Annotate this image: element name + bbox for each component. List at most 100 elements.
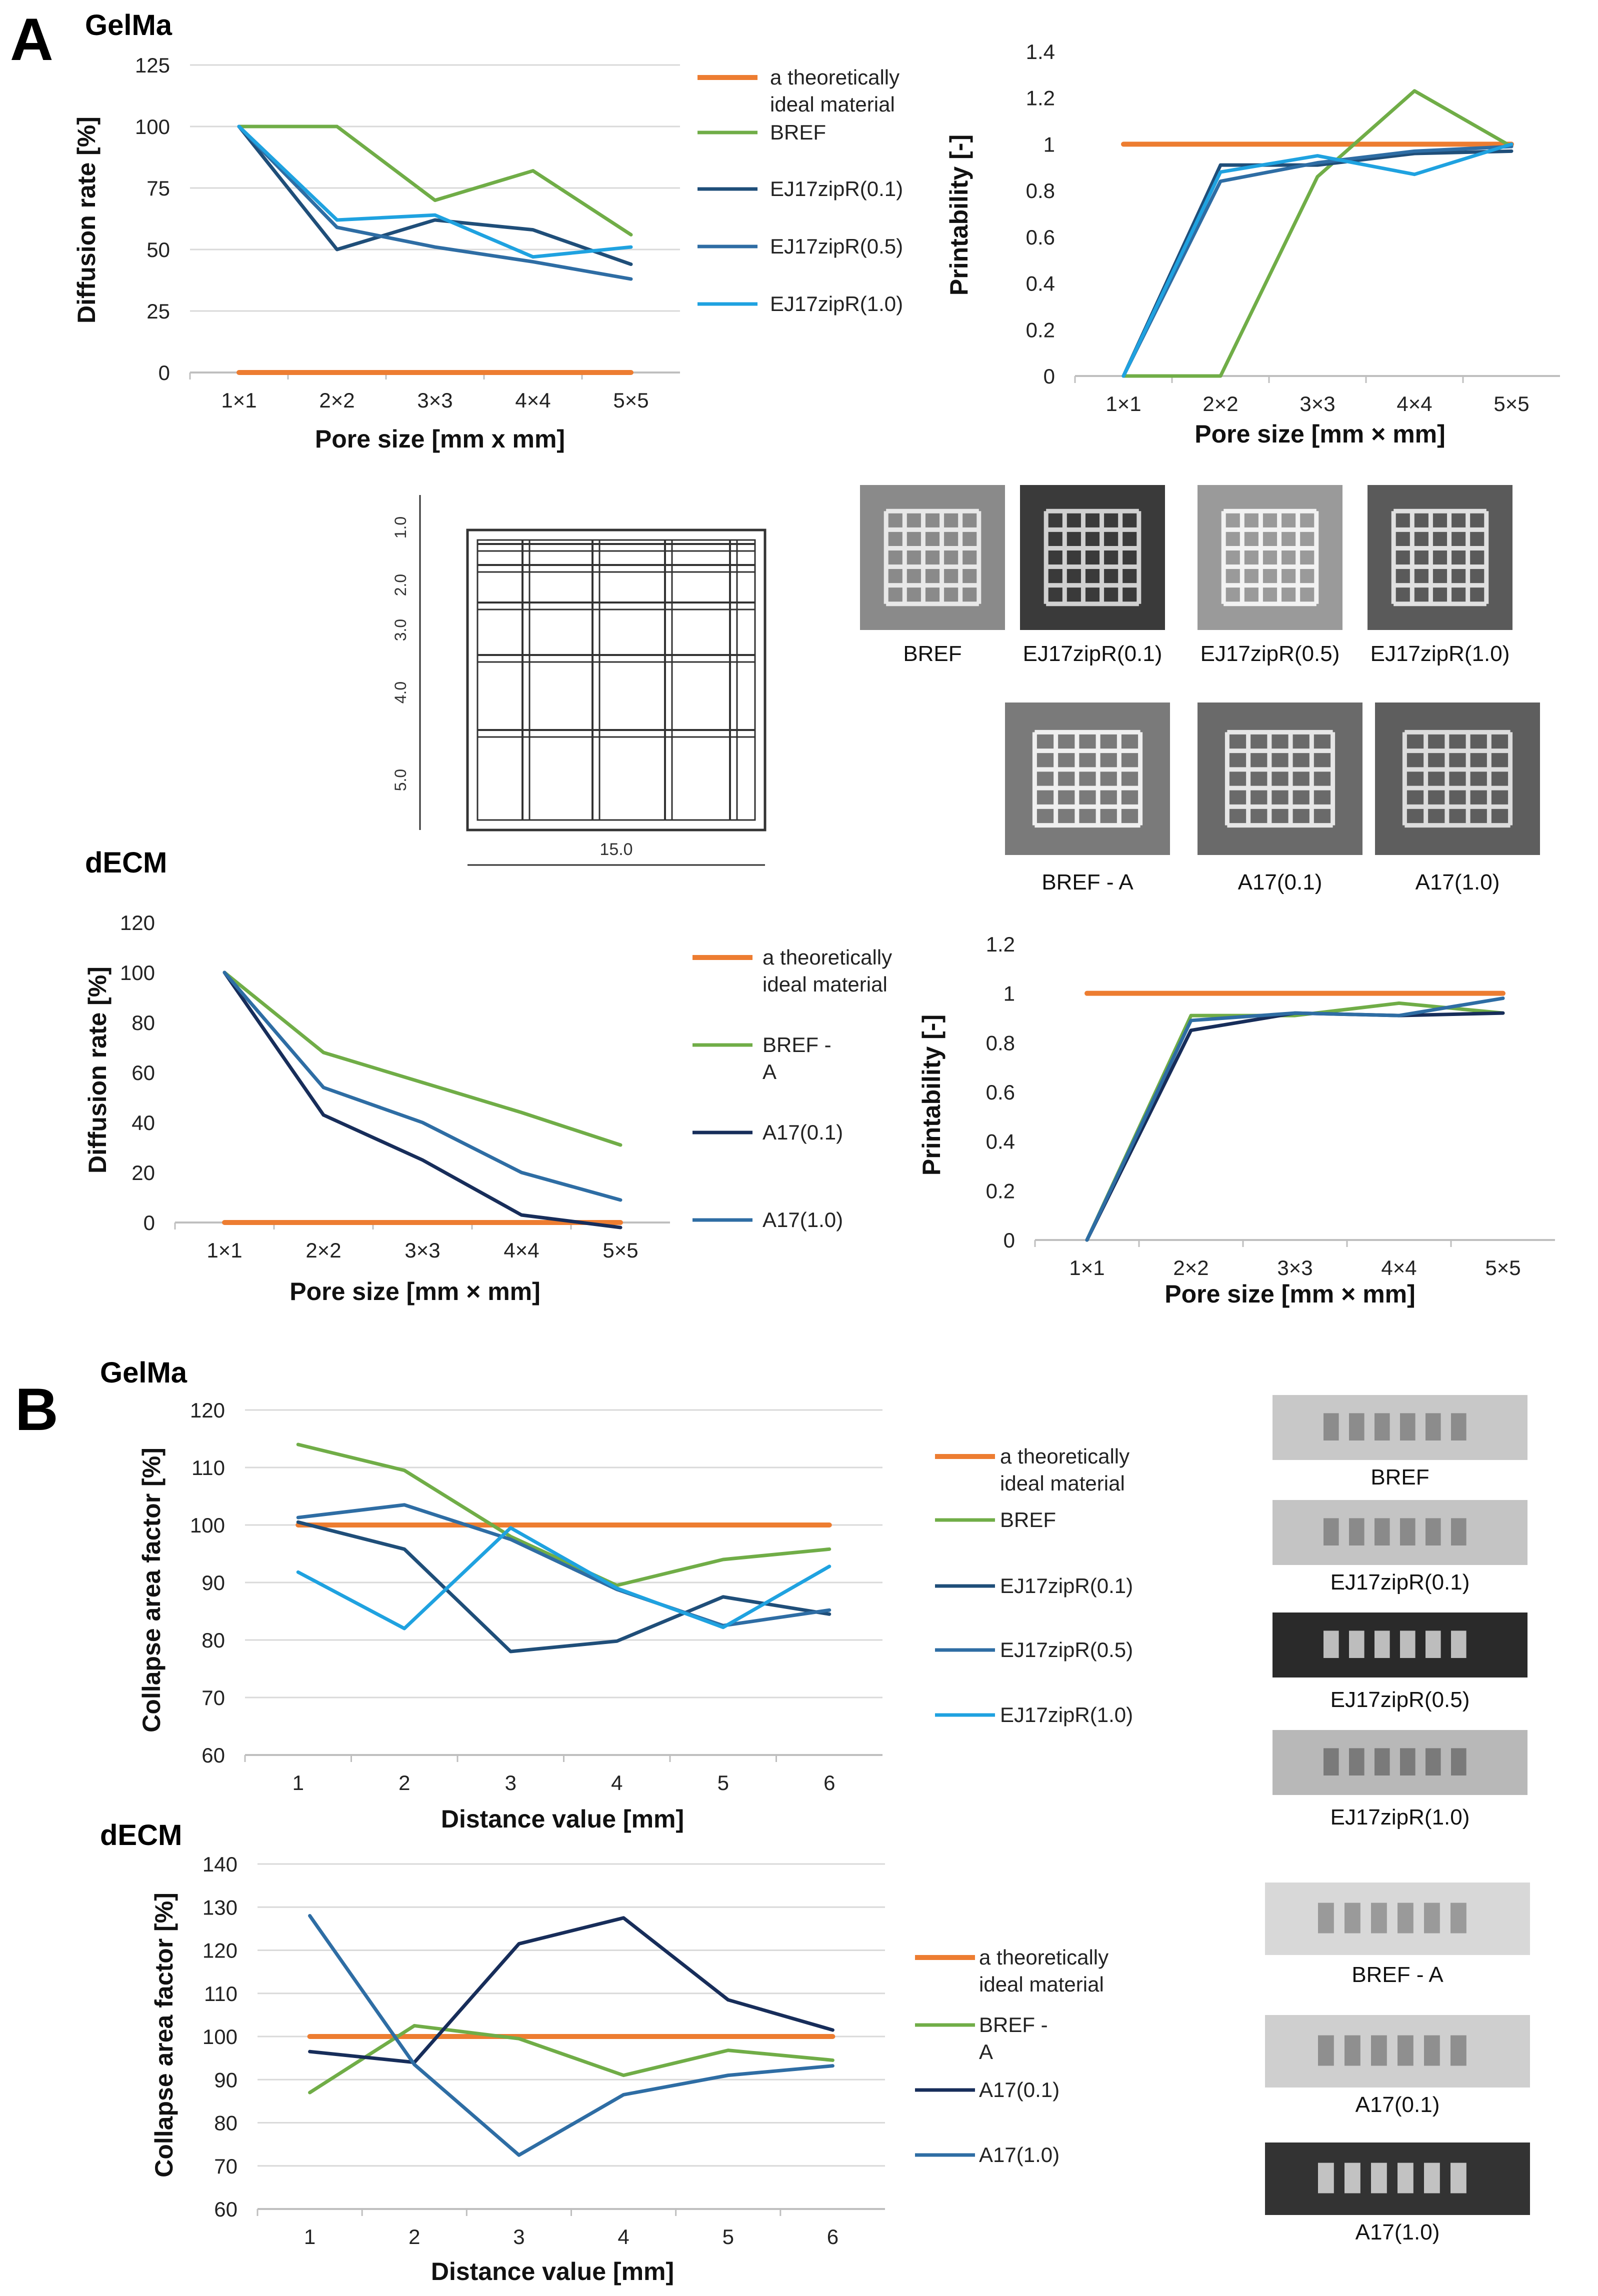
side-decm-0-pores <box>1318 1902 1466 1934</box>
x-tick-label: 2×2 <box>1173 1256 1208 1280</box>
x-tick-label: 3 <box>505 1771 516 1794</box>
side-decm-0 <box>1265 1882 1530 1955</box>
legend-label: A17(1.0) <box>762 1208 843 1232</box>
x-tick-label: 2 <box>408 2225 420 2248</box>
side-gelma-3-pores <box>1324 1748 1466 1776</box>
legend-label: BREF <box>770 120 826 144</box>
series-line-ej17zipr-0-5- <box>1122 144 1514 378</box>
x-tick-label: 4 <box>611 1771 622 1794</box>
photo-bottom-2-grid <box>1402 730 1513 828</box>
x-tick-label: 5 <box>722 2225 734 2248</box>
series-line-ej17zipr-1-0- <box>1122 142 1514 378</box>
x-axis-title: Pore size [mm × mm] <box>1164 1280 1416 1308</box>
series-line-ej17zipr-1-0- <box>296 1526 832 1630</box>
y-axis-title: Diffusion rate [%] <box>72 116 100 324</box>
side-gelma-1 <box>1272 1500 1528 1565</box>
legend-label: a theoretically ideal material <box>770 66 900 116</box>
scaffold-drawing: 1.0 2.0 3.0 4.0 5.0 15.0 <box>392 495 766 866</box>
y-tick-label: 1.4 <box>1026 40 1055 64</box>
y-tick-label: 120 <box>202 1939 238 1962</box>
side-gelma-2 <box>1272 1612 1528 1678</box>
x-tick-label: 1×1 <box>206 1238 242 1262</box>
legend-label-line2: ideal material <box>762 972 888 996</box>
side-gelma-0-pores <box>1324 1413 1466 1440</box>
series-line-ej17zipr-0-5- <box>237 124 633 281</box>
legend-label: EJ17zipR(0.1) <box>1000 1574 1133 1598</box>
legend-label: a theoretically ideal material <box>979 1946 1108 1996</box>
y-axis-title: Printability [-] <box>945 134 973 296</box>
series-line-a17-1-0- <box>308 1914 834 2157</box>
photo-top-2-label: EJ17zipR(0.5) <box>1200 642 1340 666</box>
x-tick-label: 2×2 <box>319 388 354 412</box>
series-line-bref-a <box>1085 1001 1505 1242</box>
legend-label-line1: a theoretically <box>762 946 892 969</box>
y-tick-label: 70 <box>214 2154 238 2178</box>
chart-title: dECM <box>100 1819 182 1852</box>
legend-label: a theoretically ideal material <box>1000 1444 1130 1495</box>
y-tick-label: 0 <box>1004 1228 1015 1252</box>
y-tick-label: 1 <box>1044 132 1055 156</box>
x-axis-title: Distance value [mm] <box>431 2258 674 2286</box>
series-line-ej17zipr-1-0- <box>237 124 633 259</box>
y-tick-label: 0.2 <box>986 1179 1015 1202</box>
x-axis-title: Pore size [mm × mm] <box>1194 420 1446 448</box>
x-tick-label: 1×1 <box>1106 392 1141 416</box>
y-tick-label: 0 <box>1044 364 1055 388</box>
photo-top-2 <box>1198 485 1342 630</box>
photo-bottom-0-grid <box>1032 730 1143 828</box>
side-decm-2-pores <box>1318 2162 1466 2194</box>
legend-label: EJ17zipR(1.0) <box>770 292 903 316</box>
x-tick-label: 4×4 <box>1381 1256 1416 1280</box>
series-line-ej17zipr-0-1- <box>296 1520 832 1654</box>
legend-label-line2: A <box>979 2040 993 2064</box>
y-tick-label: 60 <box>132 1061 155 1084</box>
y-tick-label: 125 <box>135 54 170 77</box>
y-tick-label: 120 <box>190 1398 225 1422</box>
x-tick-label: 5×5 <box>613 388 648 412</box>
y-tick-label: 0.6 <box>986 1080 1015 1104</box>
x-tick-label: 4×4 <box>504 1238 539 1262</box>
legend-label-line1: a theoretically <box>979 1946 1108 1969</box>
x-tick-label: 5×5 <box>602 1238 638 1262</box>
photo-bottom-2 <box>1375 702 1540 855</box>
x-tick-label: 2 <box>398 1771 410 1794</box>
legend-label-line1: a theoretically <box>1000 1444 1130 1468</box>
y-axis-title: Printability [-] <box>918 1014 946 1176</box>
y-tick-label: 110 <box>192 1456 225 1480</box>
chart-title: dECM <box>85 846 167 879</box>
side-gelma-1-pores <box>1324 1518 1466 1546</box>
x-tick-label: 3×3 <box>417 388 452 412</box>
x-tick-label: 2×2 <box>1202 392 1238 416</box>
photo-bottom-0-label: BREF - A <box>1042 870 1134 894</box>
y-tick-label: 70 <box>202 1686 225 1710</box>
y-tick-label: 80 <box>132 1011 155 1034</box>
chart-a_gelma_diff: GelMa 0 25 50 75 100 125 1×1 2×2 3×3 4×4 5×5 Pore si… <box>72 9 903 453</box>
side-decm-2 <box>1265 2142 1530 2215</box>
photo-top-1-label: EJ17zipR(0.1) <box>1022 642 1162 666</box>
x-tick-label: 4 <box>618 2225 629 2248</box>
x-tick-label: 5×5 <box>1485 1256 1520 1280</box>
y-tick-label: 120 <box>120 911 155 934</box>
legend-label: EJ17zipR(0.1) <box>770 177 903 200</box>
side-gelma-0-label: BREF <box>1370 1465 1430 1490</box>
side-gelma-0 <box>1272 1395 1528 1460</box>
photo-bottom-1-grid <box>1224 730 1336 828</box>
x-tick-label: 6 <box>824 1771 835 1794</box>
y-tick-label: 40 <box>132 1111 155 1134</box>
series-line-a17-0-1- <box>1085 1011 1505 1242</box>
legend-label-line2: ideal material <box>770 92 895 116</box>
photo-top-3 <box>1368 485 1512 630</box>
y-tick-label: 1 <box>1004 982 1015 1006</box>
x-tick-label: 1 <box>304 2225 316 2248</box>
drawing-inner <box>476 539 756 821</box>
series-line-ej17zipr-0-1- <box>1122 149 1514 378</box>
series-line-bref <box>296 1442 832 1588</box>
series-line-a17-1-0- <box>1085 996 1505 1242</box>
y-tick-label: 60 <box>214 2198 238 2221</box>
chart-a_gelma_print: 0 0.2 0.4 0.6 0.8 1 1.2 1.4 1×1 2×2 3×3 4×4 5×5 Pore … <box>945 40 1560 448</box>
side-gelma-3 <box>1272 1730 1528 1795</box>
y-axis-title: Collapse area factor [%] <box>150 1892 178 2178</box>
photo-top-0-grid <box>884 508 982 606</box>
chart-a_decm_print: 0 0.2 0.4 0.6 0.8 1 1.2 1×1 2×2 3×3 4×4 5×5 Pore siz… <box>918 932 1555 1308</box>
